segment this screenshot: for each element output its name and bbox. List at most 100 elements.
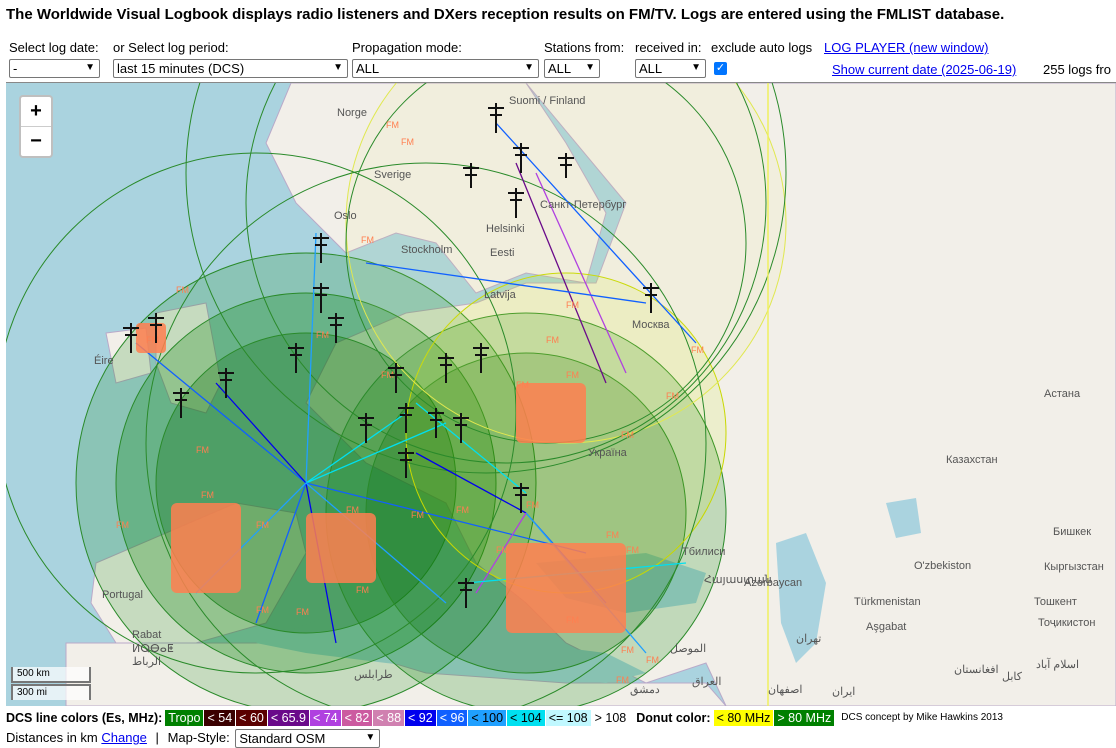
reception-map[interactable]: FM FM FM FM FM FM FM FM FM FM FM FM FM F… xyxy=(6,82,1116,706)
exclude-auto-label: exclude auto logs xyxy=(711,40,813,55)
chevron-down-icon: ▼ xyxy=(524,62,534,73)
place-label: Azərbaycan xyxy=(744,577,803,589)
sea-caspian xyxy=(776,533,826,663)
svg-text:FM: FM xyxy=(346,505,359,515)
credit-text: DCS concept by Mike Hawkins 2013 xyxy=(841,712,1003,723)
place-label: کابل xyxy=(1002,671,1022,683)
place-label: Aşgabat xyxy=(866,621,907,633)
fm-marker-clusters xyxy=(136,323,626,633)
footer: Distances in km Change | Map-Style: Stan… xyxy=(6,729,381,748)
svg-text:FM: FM xyxy=(566,370,579,380)
svg-text:FM: FM xyxy=(411,510,424,520)
svg-text:FM: FM xyxy=(381,370,394,380)
legend-swatch: < 104 xyxy=(507,709,545,726)
place-label: Portugal xyxy=(102,589,143,601)
donut-items: < 80 MHz > 80 MHz xyxy=(713,709,836,726)
received-in-label: received in: xyxy=(635,40,702,55)
place-label: Sverige xyxy=(374,169,412,181)
svg-text:FM: FM xyxy=(621,645,634,655)
svg-text:FM: FM xyxy=(176,285,189,295)
legend-swatch: Tropo xyxy=(165,709,204,726)
svg-text:FM: FM xyxy=(496,545,509,555)
legend-swatch: > 108 xyxy=(591,709,630,726)
place-label: اسلام آباد xyxy=(1036,659,1080,671)
place-label: Stockholm xyxy=(401,244,453,256)
place-label: Հայաստան xyxy=(704,574,772,586)
log-player-link[interactable]: LOG PLAYER (new window) xyxy=(824,40,989,55)
legend-title: DCS line colors (Es, MHz): xyxy=(6,710,163,725)
svg-text:FM: FM xyxy=(361,235,374,245)
show-current-date-link[interactable]: Show current date (2025-06-19) xyxy=(832,62,1017,77)
log-date-label: Select log date: xyxy=(9,40,99,55)
place-label: Eesti xyxy=(490,247,515,259)
place-label: Oslo xyxy=(334,210,357,222)
zoom-in-button[interactable]: + xyxy=(21,97,51,127)
chevron-down-icon: ▼ xyxy=(691,62,701,73)
svg-text:FM: FM xyxy=(296,607,309,617)
svg-text:FM: FM xyxy=(456,505,469,515)
place-label: Helsinki xyxy=(486,223,525,235)
propagation-select[interactable]: ALL ▼ xyxy=(352,59,539,78)
legend-swatch: < 82 xyxy=(341,709,373,726)
legend-swatch: < 54 xyxy=(204,709,236,726)
place-label: Rabat xyxy=(132,629,162,641)
svg-text:FM: FM xyxy=(116,520,129,530)
place-label: Санкт-Петербург xyxy=(540,199,627,211)
place-label: Україна xyxy=(588,447,627,459)
svg-text:FM: FM xyxy=(401,137,414,147)
svg-text:FM: FM xyxy=(606,530,619,540)
received-in-select[interactable]: ALL ▼ xyxy=(635,59,706,78)
place-label: Éire xyxy=(94,355,114,367)
sea-aral xyxy=(886,498,921,538)
legend-swatch: < 100 xyxy=(468,709,507,726)
place-label: Norge xyxy=(337,107,367,119)
zoom-control: + − xyxy=(19,95,53,158)
legend-swatch: < 74 xyxy=(309,709,341,726)
distances-label: Distances in km xyxy=(6,729,98,745)
place-label: Тбилиси xyxy=(682,546,726,558)
svg-text:FM: FM xyxy=(196,445,209,455)
log-date-select[interactable]: - ▼ xyxy=(9,59,100,78)
donut-title: Donut color: xyxy=(636,710,711,725)
place-label: Тоҷикистон xyxy=(1038,617,1096,629)
footer-separator: | xyxy=(155,729,159,745)
svg-text:FM: FM xyxy=(201,490,214,500)
place-label: ایران xyxy=(832,686,856,698)
legend-swatch: < 88 xyxy=(373,709,405,726)
place-label: Москва xyxy=(632,319,670,331)
place-label: Астана xyxy=(1044,388,1081,400)
place-label: العراق xyxy=(692,676,722,688)
page-title: The Worldwide Visual Logbook displays ra… xyxy=(6,6,1005,23)
place-label: تهران xyxy=(796,633,822,645)
place-label: Казахстан xyxy=(946,454,998,466)
stations-from-select[interactable]: ALL ▼ xyxy=(544,59,600,78)
fm-markers: FM FM FM FM FM FM FM FM FM FM FM FM FM F… xyxy=(116,120,704,685)
map-style-label: Map-Style: xyxy=(167,729,230,745)
place-label: O'zbekiston xyxy=(914,560,972,572)
chevron-down-icon: ▼ xyxy=(365,732,376,743)
stations-from-label: Stations from: xyxy=(544,40,625,55)
place-label: الموصل xyxy=(670,643,707,655)
map-style-select[interactable]: Standard OSM ▼ xyxy=(235,729,381,748)
propagation-label: Propagation mode: xyxy=(352,40,462,55)
land-britain xyxy=(155,302,222,414)
legend-swatch: < 60 xyxy=(236,709,267,726)
place-label: Suomi / Finland xyxy=(509,95,586,107)
svg-text:FM: FM xyxy=(256,520,269,530)
legend-swatch: < 65.9 xyxy=(267,709,309,726)
chevron-down-icon: ▼ xyxy=(85,62,95,73)
svg-text:FM: FM xyxy=(691,345,704,355)
place-label: Latvija xyxy=(484,289,516,301)
log-period-select[interactable]: last 15 minutes (DCS) ▼ xyxy=(113,59,348,78)
place-label: افغانستان xyxy=(954,664,999,676)
log-count: 255 logs fro xyxy=(1043,62,1111,77)
svg-text:FM: FM xyxy=(256,605,269,615)
zoom-out-button[interactable]: − xyxy=(30,130,42,152)
change-units-link[interactable]: Change xyxy=(101,729,147,745)
svg-text:FM: FM xyxy=(646,655,659,665)
chevron-down-icon: ▼ xyxy=(585,62,595,73)
log-period-label: or Select log period: xyxy=(113,40,229,55)
exclude-auto-checkbox[interactable]: ✓ xyxy=(714,62,727,75)
svg-text:FM: FM xyxy=(616,675,629,685)
svg-text:FM: FM xyxy=(386,120,399,130)
